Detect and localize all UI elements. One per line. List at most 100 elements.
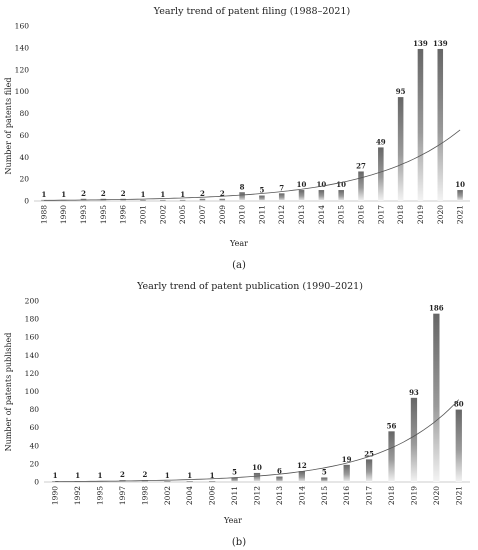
chart-b-y-tick-label: 0	[34, 478, 39, 487]
chart-b-data-label: 1	[187, 471, 192, 480]
chart-a-data-label: 2	[101, 189, 106, 198]
chart-b-data-label: 93	[409, 388, 419, 397]
chart-a-data-label: 1	[160, 190, 165, 199]
chart-b-trendline	[55, 399, 460, 482]
chart-a-x-tick-label: 2012	[277, 205, 286, 224]
chart-a-plot-area: 0 20 40 60 80 100 120 140 160 1 1988 1 1990 2 1993 2 199…	[15, 22, 470, 224]
chart-a-x-tick-label: 2021	[456, 205, 465, 224]
chart-a-title: Yearly trend of patent filing (1988–2021…	[153, 6, 350, 17]
chart-b-x-tick-label: 2004	[185, 486, 194, 505]
chart-b-bar	[164, 481, 171, 482]
chart-b-x-tick-label: 1990	[51, 486, 60, 505]
chart-a-data-label: 10	[297, 180, 307, 189]
chart-a-bar	[358, 171, 364, 201]
chart-b-y-tick-label: 120	[25, 369, 40, 378]
chart-b-bar	[455, 409, 462, 482]
chart-a-x-tick-label: 2013	[297, 205, 306, 224]
chart-b-bar	[433, 313, 440, 482]
chart-a-x-tick-label: 2001	[139, 205, 148, 224]
chart-b-bar	[209, 481, 216, 482]
chart-b-y-tick-label: 100	[25, 387, 40, 396]
chart-a-x-tick-label: 2018	[396, 205, 405, 224]
chart-b-x-tick-label: 2012	[253, 486, 262, 505]
chart-a-x-tick-label: 2016	[357, 205, 366, 224]
chart-a-data-label: 10	[336, 180, 346, 189]
chart-b-data-label: 5	[232, 467, 237, 476]
chart-a-data-label: 5	[259, 186, 264, 195]
chart-b-x-tick-label: 2020	[432, 486, 441, 505]
chart-b-x-tick-label: 2016	[342, 486, 351, 505]
chart-b-bar	[365, 459, 373, 482]
chart-b-x-tick-label: 1998	[140, 486, 149, 505]
chart-b-data-label: 186	[429, 304, 444, 313]
chart-b-caption: (b)	[232, 537, 246, 548]
chart-a-bar	[397, 97, 404, 201]
chart-a-data-label: 139	[433, 39, 448, 48]
chart-a-data-label: 1	[180, 190, 185, 199]
chart-a-bar	[160, 199, 166, 201]
chart-a-bar	[259, 195, 265, 201]
chart-a-y-tick-label: 40	[19, 153, 29, 162]
chart-b-bar	[186, 481, 193, 482]
chart-a-x-tick-label: 2010	[238, 205, 247, 224]
chart-b-ylabel: Number of patents published	[4, 333, 13, 452]
chart-a-x-tick-label: 2015	[337, 205, 346, 224]
chart-a-bar	[278, 193, 285, 201]
chart-a-xlabel: Year	[229, 239, 248, 248]
chart-b-x-tick-label: 1992	[73, 486, 82, 505]
chart-a-data-label: 95	[396, 87, 406, 96]
chart-b-x-tick-label: 2017	[365, 486, 374, 505]
chart-b-data-label: 25	[364, 449, 374, 458]
chart-b-bar	[388, 431, 395, 482]
chart-a-data-label: 10	[455, 180, 465, 189]
chart-patent-filing: Yearly trend of patent filing (1988–2021…	[4, 6, 470, 271]
chart-a-data-label: 7	[279, 183, 284, 192]
chart-a-x-tick-label: 1995	[99, 205, 108, 224]
chart-b-x-tick-label: 2015	[320, 486, 329, 505]
chart-a-y-tick-label: 140	[15, 43, 30, 52]
chart-a-bar	[239, 192, 245, 201]
chart-b-bar	[276, 476, 283, 482]
chart-b-xlabel: Year	[223, 516, 242, 525]
chart-b-data-label: 12	[297, 461, 307, 470]
chart-b-y-tick-label: 140	[25, 351, 40, 360]
chart-b-y-tick-label: 40	[29, 441, 39, 450]
chart-a-x-tick-label: 2005	[178, 205, 187, 224]
chart-a-data-label: 2	[220, 189, 225, 198]
chart-b-data-label: 1	[165, 471, 170, 480]
chart-b-bar	[231, 477, 238, 482]
chart-a-x-tick-label: 2014	[317, 205, 326, 224]
chart-a-x-tick-label: 2007	[198, 205, 207, 224]
chart-b-plot-area: 0204060801001201401601802001199011992119…	[25, 297, 470, 505]
chart-a-y-tick-label: 80	[19, 109, 29, 118]
chart-b-x-tick-label: 2014	[297, 486, 306, 505]
chart-b-x-tick-label: 2002	[163, 486, 172, 505]
chart-a-caption: (a)	[232, 260, 246, 271]
chart-a-bar	[199, 198, 206, 201]
chart-patent-publication: Yearly trend of patent publication (1990…	[4, 281, 470, 548]
chart-b-x-tick-label: 2019	[409, 486, 418, 505]
chart-a-bar	[378, 147, 384, 201]
chart-a-data-label: 2	[200, 189, 205, 198]
chart-b-x-tick-label: 1997	[118, 486, 127, 505]
chart-a-bar	[437, 48, 444, 201]
chart-b-x-tick-label: 2018	[387, 486, 396, 505]
chart-b-data-label: 1	[53, 471, 58, 480]
chart-b-y-tick-label: 20	[29, 459, 39, 468]
chart-a-bar	[140, 199, 146, 201]
chart-a-bar	[179, 199, 186, 201]
chart-b-data-label: 80	[454, 400, 464, 409]
chart-a-bar	[457, 190, 463, 201]
chart-a-data-label: 8	[240, 182, 245, 191]
chart-a-bar	[318, 190, 325, 201]
chart-b-x-tick-label: 2013	[275, 486, 284, 505]
chart-b-bar	[141, 480, 149, 482]
chart-a-trendline	[43, 129, 461, 201]
chart-b-data-label: 1	[75, 471, 80, 480]
chart-b-bar	[321, 477, 328, 482]
chart-b-x-tick-label: 2011	[230, 486, 239, 505]
chart-b-data-label: 56	[387, 421, 397, 430]
chart-a-x-tick-label: 2020	[436, 205, 445, 224]
chart-b-data-label: 10	[252, 463, 262, 472]
chart-b-data-label: 2	[142, 470, 147, 479]
